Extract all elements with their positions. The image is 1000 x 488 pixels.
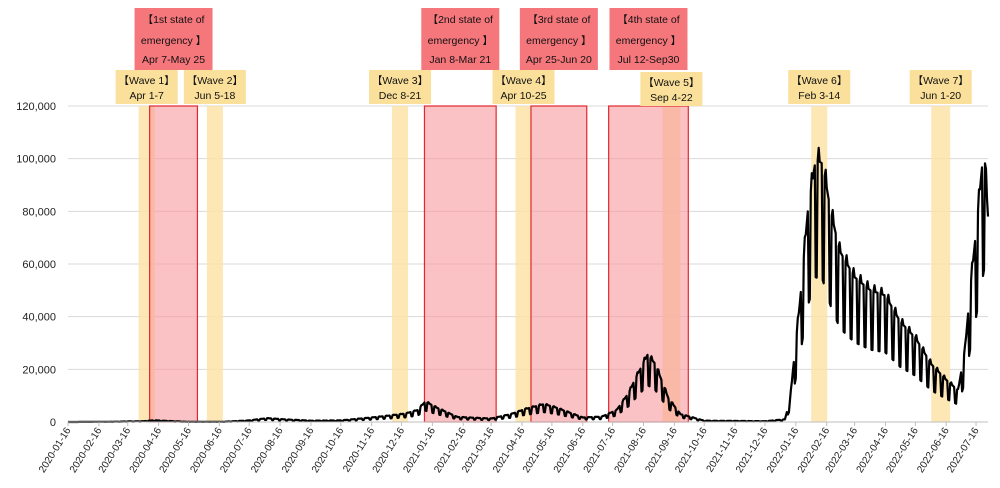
y-tick-labels: 0 20,000 40,000 60,000 80,000 100,000 120,000 bbox=[16, 101, 56, 429]
emergency-label-line1: 【1st state of bbox=[143, 14, 205, 26]
wave-label-title: 【Wave 5】 bbox=[643, 77, 699, 89]
wave-label-title: 【Wave 4】 bbox=[495, 75, 551, 87]
wave-label-dates: Feb 3-14 bbox=[798, 90, 840, 102]
wave-label-title: 【Wave 7】 bbox=[913, 75, 969, 87]
wave-label-dates: Jun 5-18 bbox=[194, 90, 235, 102]
wave-band bbox=[515, 106, 532, 422]
wave-label-box bbox=[909, 70, 972, 104]
emergency-label-dates: Jan 8-Mar 21 bbox=[429, 54, 491, 66]
wave-label-title: 【Wave 1】 bbox=[119, 75, 175, 87]
y-tick-label: 120,000 bbox=[16, 101, 56, 113]
emergency-label-line2: emergency 】 bbox=[526, 35, 591, 47]
wave-band bbox=[931, 106, 951, 422]
emergency-label-line2: emergency 】 bbox=[616, 35, 681, 47]
wave-label-dates: Apr 10-25 bbox=[500, 90, 546, 102]
wave-label-box bbox=[640, 72, 703, 106]
y-tick-label: 20,000 bbox=[22, 364, 56, 376]
emergency-label-box bbox=[134, 8, 213, 70]
emergency-label-line2: emergency 】 bbox=[428, 35, 493, 47]
period-labels: 【Wave 1】 Apr 1-7 【Wave 2】 Jun 5-18 【Wave 3】 D… bbox=[115, 8, 972, 106]
emergency-label-dates: Apr 25-Jun 20 bbox=[526, 54, 592, 66]
wave-label-box bbox=[492, 70, 555, 104]
wave-label-dates: Sep 4-22 bbox=[650, 92, 693, 104]
emergency-band bbox=[530, 105, 588, 423]
wave-label-title: 【Wave 6】 bbox=[791, 75, 847, 87]
emergency-label-dates: Apr 7-May 25 bbox=[142, 54, 205, 66]
emergency-label-box bbox=[519, 8, 598, 70]
emergency-label-line1: 【2nd state of bbox=[428, 14, 493, 26]
wave-label-box bbox=[115, 70, 178, 104]
emergency-band bbox=[423, 105, 497, 423]
x-tick-labels: 2020-01-162020-02-162020-03-162020-04-16… bbox=[37, 425, 982, 475]
emergency-band bbox=[149, 105, 199, 423]
y-tick-label: 40,000 bbox=[22, 312, 56, 324]
emergency-label-line1: 【3rd state of bbox=[527, 14, 590, 26]
wave-label-title: 【Wave 2】 bbox=[187, 75, 243, 87]
wave-label-dates: Jun 1-20 bbox=[920, 90, 961, 102]
emergency-label-line1: 【4th state of bbox=[617, 14, 680, 26]
wave-label-box bbox=[369, 70, 432, 104]
wave-label-dates: Apr 1-7 bbox=[129, 90, 164, 102]
emergency-label-line2: emergency 】 bbox=[141, 35, 206, 47]
y-tick-label: 60,000 bbox=[22, 259, 56, 271]
wave-label-dates: Dec 8-21 bbox=[379, 90, 422, 102]
wave-label-box bbox=[788, 70, 851, 104]
emergency-label-box bbox=[421, 8, 500, 70]
y-tick-label: 100,000 bbox=[16, 154, 56, 166]
axes bbox=[67, 421, 988, 426]
wave-label-title: 【Wave 3】 bbox=[372, 75, 428, 87]
emergency-label-box bbox=[609, 8, 688, 70]
wave-band bbox=[206, 106, 223, 422]
y-tick-label: 80,000 bbox=[22, 206, 56, 218]
wave-band bbox=[392, 106, 409, 422]
wave-label-box bbox=[183, 70, 246, 104]
emergency-label-dates: Jul 12-Sep30 bbox=[618, 54, 680, 66]
y-tick-label: 0 bbox=[50, 417, 56, 429]
